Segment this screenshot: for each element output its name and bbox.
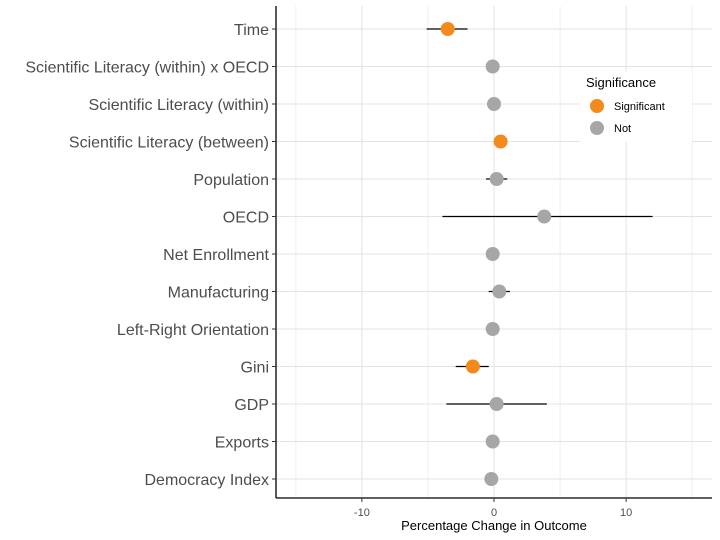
y-tick-label: Net Enrollment <box>163 247 269 264</box>
point-significant <box>493 134 508 149</box>
point-not-significant <box>485 247 500 261</box>
y-tick-label: Left-Right Orientation <box>117 322 269 339</box>
y-tick-label: Exports <box>215 435 269 452</box>
y-tick-label: Gini <box>241 360 269 377</box>
point-not-significant <box>489 397 504 411</box>
points-layer <box>440 22 552 486</box>
x-axis-title: Percentage Change in Outcome <box>401 518 587 533</box>
y-tick-label: Scientific Literacy (between) <box>69 135 269 152</box>
point-not-significant <box>487 97 501 111</box>
y-tick-label: Time <box>234 22 269 39</box>
point-not-significant <box>485 322 500 336</box>
legend-marker-significant <box>590 99 604 113</box>
legend-label-significant: Significant <box>614 101 665 113</box>
point-not-significant <box>492 284 507 299</box>
y-tick-label: Scientific Literacy (within) <box>89 97 270 114</box>
y-tick-label: OECD <box>223 210 269 227</box>
y-tick-label: Democracy Index <box>145 472 270 489</box>
point-significant <box>440 22 455 36</box>
y-axis-labels: Time Scientific Literacy (within) x OECD S… <box>25 22 269 489</box>
point-not-significant <box>485 434 500 449</box>
legend-label-not: Not <box>614 123 631 135</box>
y-tick-label: GDP <box>234 397 269 414</box>
point-significant <box>465 359 480 374</box>
point-not-significant <box>489 172 504 186</box>
x-tick-label: 0 <box>491 507 497 519</box>
point-not-significant <box>485 59 500 74</box>
point-not-significant <box>484 472 499 486</box>
y-tick-label: Scientific Literacy (within) x OECD <box>25 60 269 77</box>
x-tick-label: -10 <box>354 507 370 519</box>
legend: Significance Significant Not <box>580 72 692 142</box>
legend-marker-not <box>590 121 604 135</box>
y-tick-label: Manufacturing <box>168 285 269 302</box>
x-tick-label: 10 <box>620 507 632 519</box>
axes-layer <box>272 6 712 502</box>
y-tick-label: Population <box>193 172 269 189</box>
point-not-significant <box>537 209 552 224</box>
x-axis-labels: -10 0 10 <box>354 507 632 519</box>
legend-title: Significance <box>586 75 656 90</box>
